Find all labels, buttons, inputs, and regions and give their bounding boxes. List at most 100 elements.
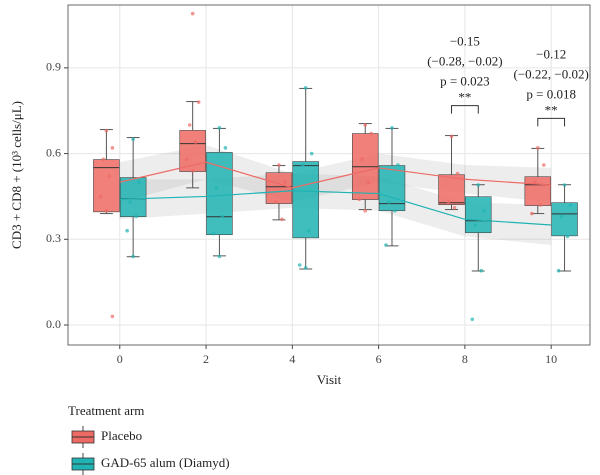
- data-point: [363, 123, 368, 127]
- data-point: [190, 168, 195, 173]
- data-point: [274, 200, 278, 204]
- plot-panel: [68, 5, 590, 345]
- box: [551, 202, 578, 237]
- data-point: [110, 146, 115, 150]
- box: [465, 196, 492, 234]
- data-point: [393, 208, 397, 213]
- data-point: [131, 254, 135, 259]
- significance-bracket: [451, 105, 479, 114]
- data-point: [387, 200, 391, 204]
- data-point: [369, 131, 374, 136]
- data-point: [104, 208, 109, 213]
- data-point: [396, 163, 400, 167]
- data-point: [530, 211, 534, 216]
- data-point: [125, 228, 129, 233]
- box: [524, 176, 552, 206]
- data-point: [479, 268, 484, 273]
- data-point: [220, 214, 225, 219]
- y-tick-label: 0.3: [46, 231, 61, 245]
- data-point: [536, 146, 540, 150]
- data-point: [556, 268, 561, 273]
- data-point: [300, 163, 305, 167]
- data-point: [217, 254, 222, 259]
- x-tick-label: 0: [117, 352, 123, 366]
- x-tick-label: 10: [545, 352, 557, 366]
- y-tick-label: 0.6: [46, 145, 61, 159]
- data-point: [98, 194, 103, 199]
- data-point: [542, 163, 546, 167]
- data-point: [452, 206, 457, 210]
- data-point: [357, 197, 362, 202]
- data-point: [565, 234, 570, 239]
- legend-label: GAD-65 alum (Diamyd): [101, 455, 230, 470]
- annotation-text: p = 0.023: [440, 74, 490, 89]
- data-point: [533, 180, 537, 184]
- data-point: [190, 11, 195, 16]
- data-point: [104, 128, 109, 133]
- x-axis-label: Visit: [317, 372, 342, 387]
- x-tick-label: 8: [462, 352, 468, 366]
- data-point: [360, 157, 365, 162]
- data-point: [366, 180, 371, 184]
- annotation-text: (−0.28, −0.02): [427, 54, 502, 69]
- data-point: [363, 208, 368, 213]
- data-point: [568, 203, 573, 207]
- box: [93, 159, 120, 213]
- significance-label: **: [458, 90, 471, 105]
- data-point: [193, 140, 198, 144]
- data-point: [309, 151, 314, 156]
- smooth-line: [119, 161, 552, 189]
- x-tick-label: 2: [203, 352, 209, 366]
- x-tick-label: 4: [289, 352, 295, 366]
- data-point: [306, 228, 311, 233]
- data-point: [539, 203, 543, 207]
- annotation-text: (−0.22, −0.02): [514, 66, 589, 81]
- data-point: [473, 223, 478, 227]
- data-point: [482, 208, 487, 213]
- data-point: [184, 157, 189, 162]
- data-point: [470, 317, 475, 322]
- panel-border: [67, 4, 591, 346]
- data-point: [128, 200, 132, 204]
- box: [119, 177, 147, 218]
- data-point: [107, 174, 112, 179]
- data-point: [217, 126, 222, 130]
- data-point: [476, 183, 481, 187]
- data-point: [297, 263, 302, 267]
- data-point: [134, 214, 138, 219]
- data-point: [187, 123, 192, 127]
- data-point: [137, 180, 141, 184]
- data-point: [455, 171, 460, 176]
- data-point: [214, 186, 219, 190]
- x-tick-label: 6: [376, 352, 382, 366]
- data-point: [131, 137, 135, 142]
- data-point: [211, 231, 216, 236]
- data-point: [446, 200, 451, 204]
- box: [438, 174, 465, 206]
- data-point: [303, 86, 308, 90]
- data-point: [384, 243, 388, 247]
- significance-bracket: [537, 117, 566, 127]
- legend-title: Treatment arm: [68, 403, 144, 418]
- annotation-text: −0.15: [450, 34, 480, 49]
- annotation-text: −0.12: [536, 46, 566, 61]
- box: [265, 172, 293, 204]
- y-tick-label: 0.0: [46, 317, 61, 331]
- data-point: [277, 163, 281, 167]
- data-point: [559, 214, 564, 219]
- y-axis-label: CD3 + CD8 + (10³ cells/μL): [9, 101, 24, 249]
- y-tick-label: 0.9: [46, 60, 61, 74]
- box: [292, 161, 319, 239]
- smooth-line: [119, 190, 552, 226]
- data-point: [283, 180, 287, 184]
- data-point: [303, 266, 308, 270]
- legend-label: Placebo: [101, 428, 142, 443]
- significance-label: **: [545, 102, 558, 117]
- data-point: [562, 183, 567, 187]
- box: [206, 152, 233, 236]
- data-point: [390, 126, 394, 130]
- annotation-text: p = 0.018: [526, 86, 576, 101]
- data-point: [223, 146, 228, 150]
- data-point: [196, 100, 201, 104]
